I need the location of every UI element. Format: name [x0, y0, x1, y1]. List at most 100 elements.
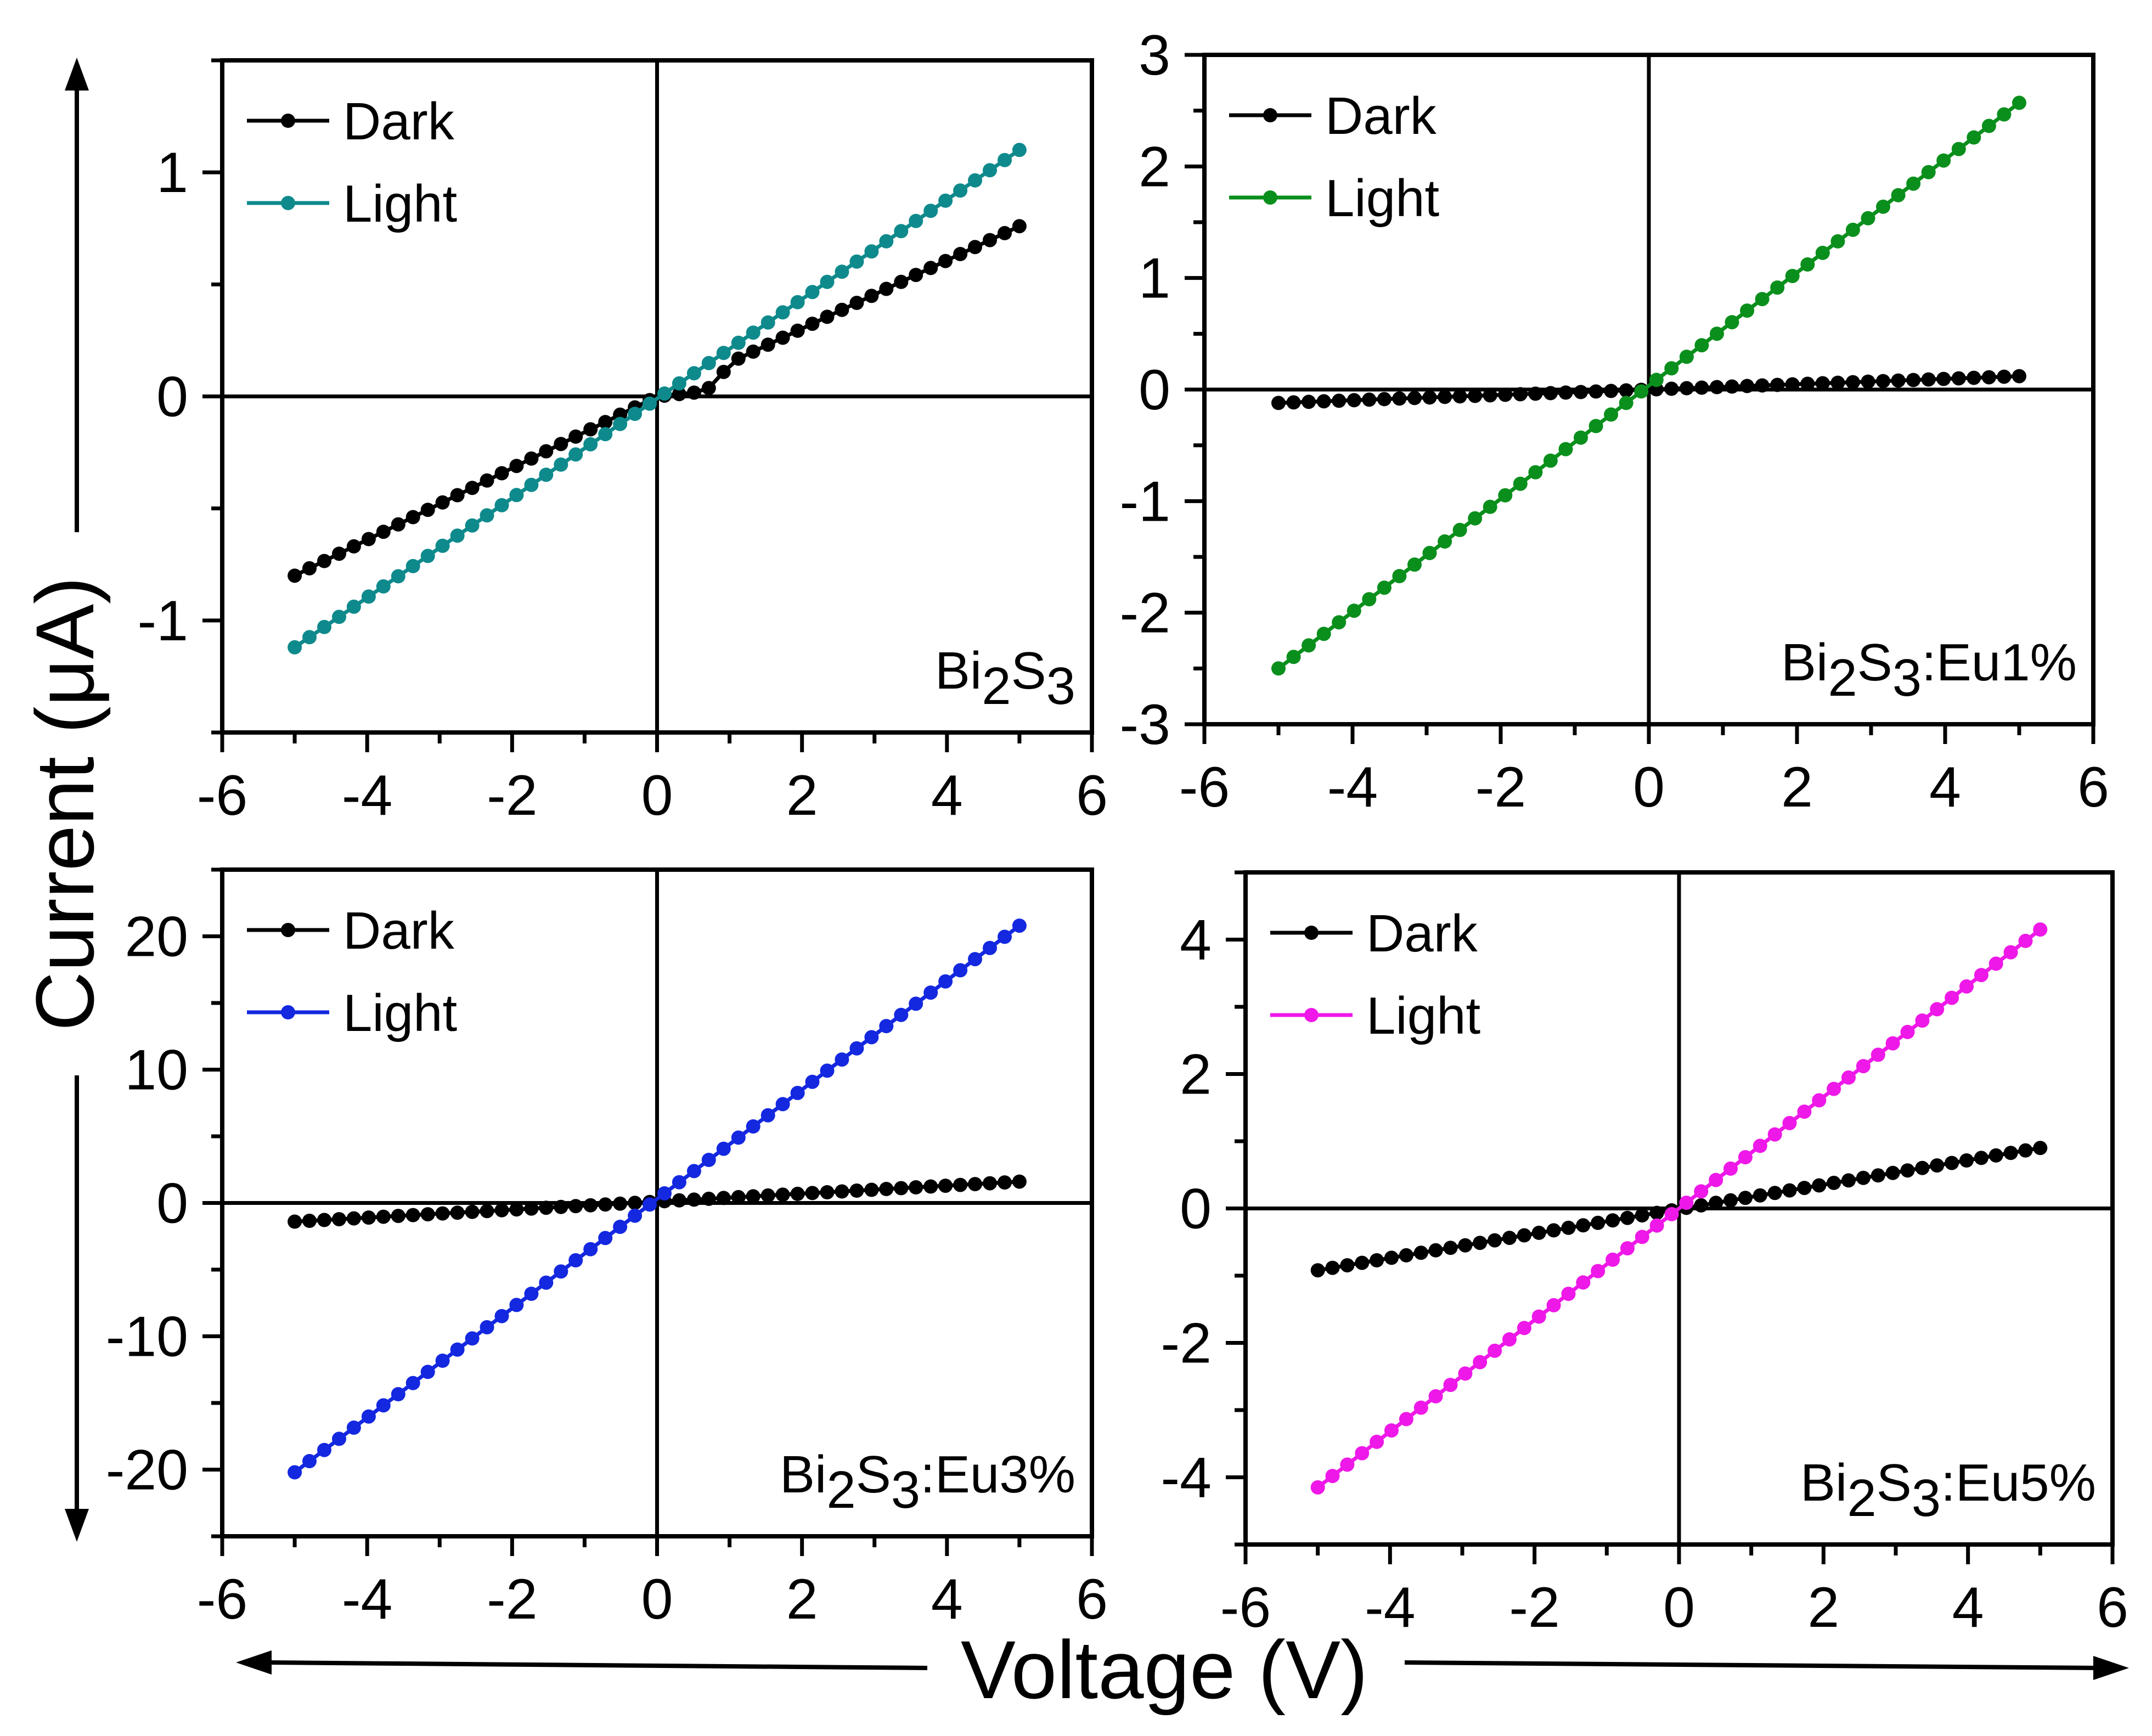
data-point-dark — [1407, 391, 1422, 405]
data-point-dark — [332, 1212, 346, 1227]
y-tick-label: 20 — [125, 905, 188, 969]
y-tick-label: 4 — [1180, 909, 1212, 972]
data-point-light — [435, 1354, 450, 1368]
x-tick-label: 4 — [1929, 756, 1961, 819]
data-point-light — [1997, 107, 2012, 122]
data-point-dark — [346, 1211, 361, 1226]
x-tick-label: -4 — [342, 764, 392, 827]
data-point-light — [1498, 488, 1513, 503]
data-point-dark — [1483, 388, 1497, 403]
y-tick-label: 10 — [125, 1039, 188, 1102]
data-point-dark — [953, 247, 968, 261]
sample-label-part: 2 — [982, 657, 1011, 715]
data-point-dark — [1815, 376, 1830, 391]
x-tick-label: 4 — [931, 764, 963, 827]
data-point-dark — [1452, 389, 1467, 404]
legend-swatch-marker — [1304, 1008, 1319, 1022]
data-point-light — [628, 1208, 643, 1223]
legend-swatch-marker — [1304, 926, 1319, 940]
data-point-light — [1936, 153, 1951, 168]
data-point-light — [1591, 1264, 1605, 1278]
x-axis-title-group: Voltage (V) — [236, 1624, 2129, 1716]
data-point-dark — [1325, 1260, 1340, 1275]
data-point-dark — [509, 1202, 524, 1217]
y-tick-label: -20 — [106, 1439, 188, 1502]
y-axis-title: Current (μA) — [19, 577, 111, 1031]
data-point-light — [1900, 1024, 1915, 1039]
data-point-dark — [1753, 1188, 1767, 1203]
data-point-dark — [1871, 1168, 1885, 1183]
data-point-light — [998, 929, 1012, 944]
data-point-light — [790, 1086, 805, 1100]
data-point-dark — [1936, 371, 1951, 386]
data-point-light — [879, 1019, 894, 1034]
data-point-light — [568, 1253, 583, 1267]
data-point-dark — [539, 1200, 554, 1215]
data-point-dark — [1891, 373, 1906, 388]
data-point-dark — [1286, 395, 1301, 410]
data-point-light — [1546, 1298, 1561, 1312]
data-point-dark — [1856, 1170, 1871, 1185]
legend-label-dark: Dark — [343, 92, 455, 151]
data-point-light — [760, 315, 775, 330]
data-point-dark — [909, 1180, 923, 1194]
data-point-light — [317, 1442, 331, 1457]
y-tick-label: 0 — [156, 1172, 188, 1236]
data-point-light — [1605, 1252, 1620, 1267]
data-point-light — [1921, 165, 1936, 179]
data-point-light — [1574, 430, 1588, 445]
data-point-light — [775, 305, 790, 320]
data-point-light — [509, 1298, 524, 1312]
data-point-dark — [1755, 378, 1770, 393]
data-point-light — [332, 610, 346, 624]
data-point-dark — [1513, 387, 1528, 402]
data-point-dark — [1428, 1243, 1443, 1258]
x-tick-label: 6 — [2097, 1576, 2128, 1639]
data-point-dark — [1841, 1173, 1856, 1188]
y-axis-arrowhead-up — [65, 58, 89, 91]
data-point-dark — [716, 1191, 731, 1205]
data-point-light — [672, 1175, 686, 1190]
data-point-dark — [524, 451, 539, 466]
data-point-dark — [1561, 1220, 1576, 1235]
sample-label-part: :Eu5% — [1941, 1453, 2096, 1512]
x-tick-label: -4 — [1327, 756, 1378, 819]
y-tick-label: 3 — [1139, 24, 1170, 87]
data-point-dark — [731, 1190, 746, 1204]
data-point-dark — [1413, 1245, 1428, 1260]
data-point-dark — [1710, 380, 1724, 394]
data-point-dark — [1845, 375, 1860, 390]
data-point-light — [1473, 1355, 1488, 1369]
data-point-light — [1347, 604, 1361, 618]
data-point-dark — [1528, 386, 1543, 401]
data-point-light — [1797, 1104, 1812, 1119]
data-point-light — [923, 204, 938, 218]
data-point-light — [1452, 522, 1467, 537]
data-point-dark — [716, 364, 731, 379]
data-point-light — [1438, 534, 1452, 549]
x-tick-label: -4 — [1365, 1576, 1415, 1639]
data-point-dark — [1694, 380, 1709, 395]
data-point-light — [2012, 95, 2026, 110]
data-point-light — [1785, 269, 1800, 283]
data-point-dark — [864, 1182, 879, 1197]
data-point-dark — [1574, 385, 1588, 399]
sample-label-part: 2 — [826, 1461, 855, 1519]
data-point-light — [1302, 638, 1316, 653]
data-point-light — [1709, 1173, 1723, 1187]
data-point-dark — [480, 473, 494, 488]
series-light — [288, 918, 1027, 1480]
data-point-dark — [849, 296, 864, 310]
data-point-light — [1384, 1423, 1399, 1438]
data-point-light — [1310, 1480, 1325, 1495]
data-point-dark — [1443, 1241, 1458, 1255]
y-tick-label: 0 — [1180, 1177, 1212, 1241]
data-point-light — [1945, 990, 1959, 1005]
data-point-dark — [938, 253, 953, 268]
data-point-dark — [332, 546, 346, 561]
data-point-dark — [983, 233, 997, 247]
data-point-dark — [953, 1177, 968, 1192]
data-point-dark — [968, 240, 982, 255]
